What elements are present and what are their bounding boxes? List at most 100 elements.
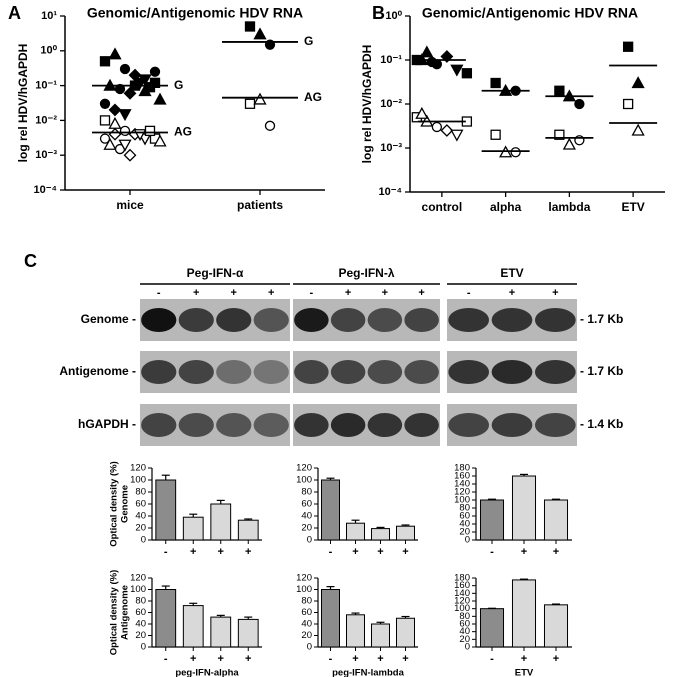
x-tick-label: + — [521, 546, 527, 558]
x-axis-label: peg-IFN-lambda — [332, 668, 404, 677]
data-point — [631, 76, 645, 89]
bar — [321, 479, 340, 541]
data-point — [461, 68, 473, 79]
blot-group-label: Peg-IFN-λ — [338, 266, 394, 280]
data-point — [119, 63, 131, 75]
y-tick-label: 10⁰ — [385, 10, 402, 22]
y-tick-label: 20 — [301, 523, 312, 534]
bar — [321, 589, 340, 648]
y-tick-label: 40 — [301, 619, 312, 630]
bar — [237, 618, 259, 648]
lane-label: - — [157, 287, 161, 299]
median-label: AG — [174, 125, 192, 139]
y-tick-label: 20 — [135, 630, 146, 641]
data-point — [562, 137, 576, 150]
y-tick-label: 10¹ — [41, 10, 57, 22]
blot-band — [253, 413, 289, 437]
x-tick-label: + — [190, 546, 196, 558]
panel-label: B — [372, 3, 385, 23]
blot-band — [367, 413, 403, 437]
x-tick-label: + — [352, 653, 358, 665]
data-point — [490, 129, 501, 140]
lane-label: + — [231, 287, 237, 299]
bar — [543, 604, 569, 648]
chart-title: Genomic/Antigenomic HDV RNA — [87, 5, 303, 21]
blot-band — [294, 308, 329, 332]
data-point — [108, 103, 122, 117]
bar — [371, 623, 390, 648]
data-point — [426, 56, 438, 68]
x-tick-label: alpha — [490, 200, 522, 214]
y-tick-label: 60 — [135, 607, 146, 618]
blot-band — [491, 308, 533, 332]
blot-band — [294, 413, 329, 437]
blot-band — [330, 360, 366, 384]
y-tick-label: 0 — [141, 642, 146, 653]
y-tick-label: 120 — [296, 573, 312, 584]
x-axis-label: ETV — [515, 668, 534, 677]
lane-label: + — [382, 287, 388, 299]
median-label: G — [304, 34, 313, 48]
bar — [155, 589, 177, 648]
bar — [543, 499, 569, 541]
y-tick-label: 10⁻² — [380, 98, 402, 110]
y-tick-label: 80 — [135, 487, 146, 498]
data-point — [554, 129, 565, 140]
median-label: G — [174, 78, 183, 92]
y-tick-label: 140 — [454, 479, 470, 490]
data-point — [415, 106, 429, 119]
data-point — [244, 21, 256, 32]
x-tick-label: lambda — [548, 200, 590, 214]
blot-band — [448, 413, 490, 437]
lane-label: - — [310, 287, 314, 299]
blot-row-label: hGAPDH - — [78, 417, 136, 431]
x-tick-label: + — [245, 546, 251, 558]
x-tick-label: + — [521, 653, 527, 665]
blot-band — [404, 360, 439, 384]
y-tick-label: 40 — [301, 511, 312, 522]
data-point — [118, 139, 132, 152]
blot-band — [216, 308, 252, 332]
y-tick-label: 60 — [301, 607, 312, 618]
data-point — [123, 148, 137, 162]
x-tick-label: + — [377, 546, 383, 558]
data-point — [554, 85, 565, 96]
data-point — [108, 127, 122, 141]
y-tick-label: 10⁻⁴ — [379, 186, 402, 198]
median-label: AG — [304, 90, 322, 104]
y-tick-label: 120 — [130, 463, 146, 474]
y-tick-label: 140 — [454, 588, 470, 599]
panel-label: A — [8, 3, 21, 23]
y-tick-label: 0 — [465, 642, 470, 653]
blot-row-label: Genome - — [81, 312, 136, 326]
x-tick-label: ETV — [621, 200, 644, 214]
data-point — [108, 47, 122, 60]
y-tick-label: 10⁻² — [35, 114, 57, 126]
y-tick-label: 100 — [296, 475, 312, 486]
data-point — [264, 120, 276, 131]
bar — [479, 608, 505, 648]
data-point — [138, 84, 152, 97]
y-tick-label: 100 — [454, 495, 470, 506]
blot-band — [404, 308, 439, 332]
data-point — [431, 121, 443, 133]
bar — [155, 479, 177, 541]
y-tick-label: 100 — [130, 475, 146, 486]
x-tick-label: + — [245, 653, 251, 665]
y-tick-label: 80 — [301, 596, 312, 607]
y-tick-label: 60 — [135, 499, 146, 510]
y-tick-label: 10⁻⁴ — [34, 184, 57, 196]
bar — [237, 519, 259, 541]
data-point — [450, 64, 464, 77]
x-tick-label: + — [352, 546, 358, 558]
x-tick-label: + — [377, 653, 383, 665]
y-tick-label: 0 — [141, 535, 146, 546]
blot-band — [141, 308, 177, 332]
data-point — [118, 109, 132, 122]
x-tick-label: - — [164, 653, 168, 665]
chart-title: Genomic/Antigenomic HDV RNA — [422, 5, 638, 21]
y-tick-label: 10⁻³ — [35, 149, 57, 161]
blot-band — [367, 360, 403, 384]
blot-band — [491, 413, 533, 437]
